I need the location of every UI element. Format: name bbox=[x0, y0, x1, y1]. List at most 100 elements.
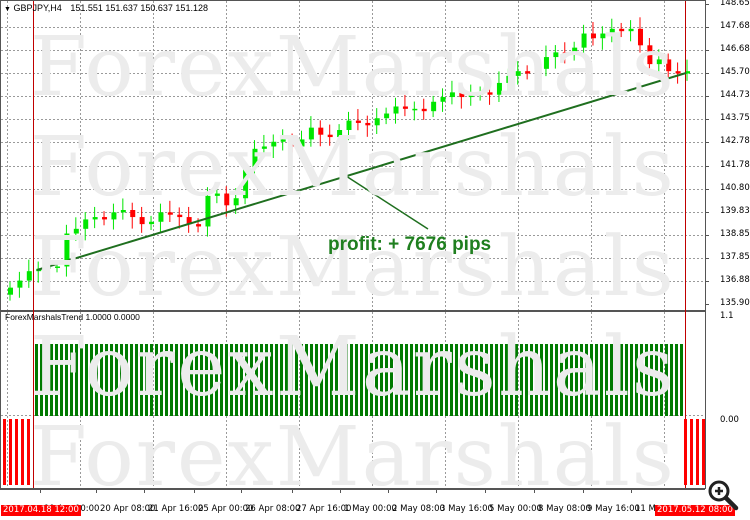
histogram-bar-up bbox=[290, 344, 293, 416]
histogram-bar-up bbox=[675, 344, 678, 416]
histogram-bar-up bbox=[590, 344, 593, 416]
histogram-bar-up bbox=[540, 344, 543, 416]
histogram-bar-up bbox=[345, 344, 348, 416]
bull-candle bbox=[214, 193, 220, 196]
histogram-bar-up bbox=[325, 344, 328, 416]
zoom-magnifier-icon[interactable] bbox=[706, 478, 740, 512]
histogram-bar-up bbox=[665, 344, 668, 416]
histogram-bar-up bbox=[635, 344, 638, 416]
histogram-bar-up bbox=[655, 344, 658, 416]
price-tick-label: 143.755 bbox=[720, 113, 750, 123]
time-tick-label: 27 Apr 16:00 bbox=[296, 504, 352, 514]
histogram-bar-up bbox=[565, 344, 568, 416]
bull-candle bbox=[26, 271, 32, 281]
bull-candle bbox=[64, 233, 70, 267]
histogram-bar-up bbox=[455, 344, 458, 416]
watermark-text: ForexMarshals bbox=[30, 120, 676, 215]
histogram-bar-up bbox=[580, 344, 583, 416]
histogram-bar-up bbox=[265, 344, 268, 416]
histogram-bar-up bbox=[145, 344, 148, 416]
histogram-bar-up bbox=[435, 344, 438, 416]
histogram-bar-up bbox=[80, 344, 83, 416]
price-tick-label: 145.705 bbox=[720, 67, 750, 77]
bull-candle bbox=[506, 75, 512, 83]
bull-candle bbox=[628, 28, 634, 32]
histogram-bar-up bbox=[535, 344, 538, 416]
histogram-bar-up bbox=[330, 344, 333, 416]
price-tick-label: 140.805 bbox=[720, 183, 750, 193]
histogram-bar-up bbox=[360, 344, 363, 416]
histogram-bar-up bbox=[550, 344, 553, 416]
histogram-bar-up bbox=[120, 344, 123, 416]
bull-candle bbox=[158, 212, 164, 222]
histogram-bar-up bbox=[50, 344, 53, 416]
bull-candle bbox=[374, 118, 380, 126]
bull-candle bbox=[83, 219, 89, 229]
annotation-pointer bbox=[345, 175, 429, 230]
histogram-bar-up bbox=[615, 344, 618, 416]
bull-candle bbox=[337, 130, 343, 138]
bull-candle bbox=[543, 57, 549, 69]
bear-candle bbox=[224, 193, 230, 206]
histogram-bar-up bbox=[35, 344, 38, 416]
histogram-bar-up bbox=[370, 344, 373, 416]
histogram-bar-up bbox=[165, 344, 168, 416]
price-tick-label: 139.830 bbox=[720, 206, 750, 216]
bear-candle bbox=[167, 212, 173, 215]
histogram-bar-up bbox=[460, 344, 463, 416]
bull-candle bbox=[656, 59, 662, 65]
histogram-bar-up bbox=[420, 344, 423, 416]
dropdown-triangle-icon[interactable]: ▼ bbox=[4, 6, 11, 13]
bear-candle bbox=[177, 214, 183, 218]
bull-candle bbox=[346, 120, 352, 130]
profit-trendline[interactable] bbox=[36, 72, 687, 271]
bull-candle bbox=[243, 167, 249, 199]
histogram-bar-up bbox=[235, 344, 238, 416]
ohlc-values: 151.551 151.637 150.637 151.128 bbox=[70, 3, 208, 13]
bull-candle bbox=[73, 228, 79, 234]
time-tick-label: 20 Apr 08:00 bbox=[100, 504, 156, 514]
bear-candle bbox=[525, 71, 531, 74]
time-tick-label: 2 May 08:00 bbox=[392, 504, 445, 514]
histogram-bar-up bbox=[85, 344, 88, 416]
histogram-bar-up bbox=[115, 344, 118, 416]
histogram-bar-up bbox=[140, 344, 143, 416]
histogram-bar-up bbox=[400, 344, 403, 416]
histogram-bar-up bbox=[645, 344, 648, 416]
bull-candle bbox=[280, 139, 286, 142]
histogram-bar-up bbox=[230, 344, 233, 416]
histogram-bar-down bbox=[696, 419, 699, 485]
histogram-bar-up bbox=[680, 344, 683, 416]
histogram-bar-up bbox=[130, 344, 133, 416]
price-tick-label: 142.780 bbox=[720, 136, 750, 146]
histogram-bar-up bbox=[560, 344, 563, 416]
bull-candle bbox=[553, 52, 559, 58]
histogram-bar-up bbox=[225, 344, 228, 416]
histogram-bar-up bbox=[530, 344, 533, 416]
watermark-text: ForexMarshals bbox=[30, 220, 676, 315]
histogram-bar-up bbox=[355, 344, 358, 416]
bear-candle bbox=[365, 122, 371, 126]
histogram-bar-up bbox=[640, 344, 643, 416]
histogram-bar-up bbox=[285, 344, 288, 416]
bear-candle bbox=[355, 120, 361, 123]
histogram-bar-up bbox=[125, 344, 128, 416]
histogram-bar-up bbox=[570, 344, 573, 416]
histogram-bar-up bbox=[335, 344, 338, 416]
price-tick-label: 141.780 bbox=[720, 160, 750, 170]
histogram-bar-up bbox=[600, 344, 603, 416]
bull-candle bbox=[111, 212, 117, 220]
histogram-bar-up bbox=[270, 344, 273, 416]
bear-candle bbox=[421, 108, 427, 112]
indicator-axis-zero: 0.00 bbox=[720, 415, 739, 425]
histogram-bar-up bbox=[395, 344, 398, 416]
price-tick-label: 136.880 bbox=[720, 275, 750, 285]
bear-candle bbox=[637, 28, 643, 46]
histogram-bar-up bbox=[150, 344, 153, 416]
histogram-bar-up bbox=[45, 344, 48, 416]
indicator-label: ForexMarshalsTrend 1.0000 0.0000 bbox=[5, 312, 140, 322]
price-tick-label: 147.680 bbox=[720, 21, 750, 31]
histogram-bar-up bbox=[110, 344, 113, 416]
